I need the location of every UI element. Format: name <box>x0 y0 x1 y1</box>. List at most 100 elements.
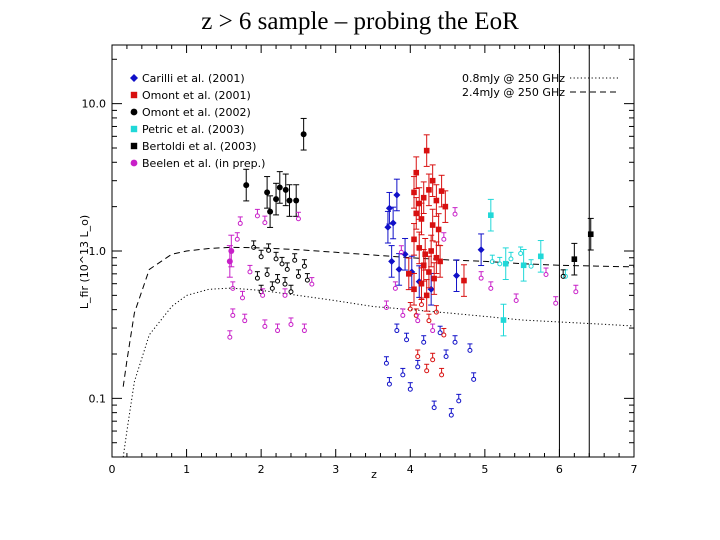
bertoldi-et-al-2003-detection-point <box>587 231 594 238</box>
omont-et-al-2001-legend-label: Omont et al. (2001) <box>142 89 251 102</box>
omont-et-al-2002-detection-point <box>267 208 274 215</box>
bertoldi-et-al-2003-legend-label: Bertoldi et al. (2003) <box>142 140 256 153</box>
carilli-et-al-2001-detection-point <box>389 219 397 227</box>
carilli-et-al-2001-detection-point <box>388 257 396 265</box>
x-axis: 0 1 2 3 4 5 6 7 <box>109 45 638 476</box>
petric-et-al-2003-upper-limit-point <box>518 251 524 256</box>
x-tick-label: 3 <box>332 463 339 476</box>
carilli-et-al-2001-detection-point <box>477 246 485 254</box>
omont-et-al-2001-upper-limit-point <box>439 372 445 378</box>
petric-et-al-2003-upper-limit-point <box>489 259 495 265</box>
beelen-et-al-in-prep-upper-limit-point <box>262 220 268 226</box>
omont-et-al-2001-upper-limit-point <box>433 309 439 315</box>
omont-et-al-2001-upper-limit-point <box>413 312 419 318</box>
limit-curve-0p8mjy <box>122 287 635 458</box>
carilli-et-al-2001-upper-limit-point <box>415 364 421 370</box>
limit-curve-2p4mjy <box>122 246 635 387</box>
beelen-et-al-in-prep-upper-limit-point <box>288 321 294 327</box>
beelen-et-al-in-prep-upper-limit-point <box>309 281 315 287</box>
y-tick-label: 10.0 <box>82 98 107 111</box>
omont-et-al-2002-upper-limit-point <box>266 247 272 253</box>
omont-et-al-2002-detection-point <box>276 184 283 191</box>
beelen-et-al-in-prep-upper-limit-point <box>383 305 389 311</box>
beelen-et-al-in-prep-upper-limit-point <box>240 295 245 301</box>
carilli-et-al-2001-upper-limit-point <box>448 412 454 418</box>
omont-et-al-2001-detection-point <box>438 188 445 194</box>
carilli-et-al-2001-upper-limit-point <box>467 347 473 353</box>
omont-et-al-2001-detection-point <box>420 262 427 269</box>
carilli-et-al-2001-upper-limit-point <box>400 372 406 378</box>
data-points <box>226 117 594 418</box>
omont-et-al-2002-detection-point <box>286 197 293 204</box>
carilli-et-al-2001-upper-limit-point <box>421 339 427 345</box>
beelen-et-al-in-prep-upper-limit-point <box>275 328 281 334</box>
carilli-et-al-2001-upper-limit-point <box>456 398 462 404</box>
carilli-et-al-2001-upper-limit-point <box>394 328 400 334</box>
omont-et-al-2002-upper-limit-point <box>264 272 270 278</box>
omont-et-al-2002-upper-limit-point <box>295 273 301 279</box>
carilli-et-al-2001-detection-point <box>393 191 401 199</box>
limit-curve-legend-label: 0.8mJy @ 250 GHz <box>462 72 565 85</box>
carilli-et-al-2001-detection-point <box>385 204 393 212</box>
omont-et-al-2001-upper-limit-point <box>424 368 430 374</box>
omont-et-al-2002-upper-limit-point <box>269 285 275 291</box>
beelen-et-al-in-prep-upper-limit-point <box>237 220 243 226</box>
omont-et-al-2001-detection-point <box>411 286 417 293</box>
beelen-et-al-in-prep-upper-limit-point <box>441 236 447 242</box>
petric-et-al-2003-detection-point <box>500 317 507 323</box>
omont-et-al-2001-detection-point <box>418 280 425 287</box>
petric-et-al-2003-detection-point <box>537 253 544 260</box>
omont-et-al-2001-detection-point <box>418 216 425 222</box>
omont-et-al-2002-upper-limit-point <box>304 277 310 283</box>
omont-et-al-2001-detection-point <box>411 236 417 243</box>
omont-et-al-2002-legend-label: Omont et al. (2002) <box>142 106 251 119</box>
beelen-et-al-in-prep-upper-limit-point <box>254 213 260 219</box>
petric-et-al-2003-upper-limit-point <box>562 273 568 279</box>
carilli-et-al-2001-upper-limit-point <box>471 376 477 382</box>
beelen-et-al-in-prep-upper-limit-point <box>478 275 484 281</box>
omont-et-al-2001-detection-point <box>429 177 436 184</box>
y-axis-title-group: L_fir (10^13 L_o) <box>78 215 91 309</box>
x-axis-title: z <box>371 468 377 481</box>
omont-et-al-2002-upper-limit-point <box>282 281 288 287</box>
beelen-et-al-in-prep-upper-limit-point <box>392 285 398 291</box>
carilli-et-al-2001-detection-point <box>384 223 392 231</box>
beelen-et-al-in-prep-upper-limit-point <box>262 323 268 329</box>
omont-et-al-2001-detection-point <box>416 245 423 251</box>
beelen-et-al-in-prep-upper-limit-point <box>242 318 248 324</box>
beelen-et-al-in-prep-upper-limit-point <box>230 285 236 291</box>
omont-et-al-2002-upper-limit-point <box>273 256 279 262</box>
omont-et-al-2002-upper-limit-point <box>301 263 307 269</box>
beelen-et-al-in-prep-upper-limit-point <box>543 272 549 278</box>
petric-et-al-2003-upper-limit-point <box>508 256 514 262</box>
petric-et-al-2003-legend-marker <box>130 125 138 133</box>
omont-et-al-2001-detection-point <box>431 275 437 282</box>
beelen-et-al-in-prep-upper-limit-point <box>282 292 288 298</box>
omont-et-al-2001-detection-point <box>429 222 436 228</box>
x-tick-label: 7 <box>631 463 638 476</box>
beelen-et-al-in-prep-upper-limit-point <box>295 216 301 222</box>
series-legend: Carilli et al. (2001) Omont et al. (2001)… <box>130 72 265 170</box>
omont-et-al-2001-detection-point <box>426 187 432 193</box>
petric-et-al-2003-detection-point <box>502 260 509 267</box>
beelen-et-al-in-prep-upper-limit-point <box>260 292 266 298</box>
beelen-et-al-in-prep-upper-limit-point <box>234 236 240 242</box>
omont-et-al-2001-detection-point <box>405 271 412 277</box>
omont-et-al-2001-detection-point <box>435 226 442 233</box>
omont-et-al-2002-upper-limit-point <box>251 244 257 250</box>
carilli-et-al-2001-legend-marker <box>130 74 138 82</box>
carilli-et-al-2001-upper-limit-point <box>404 337 410 343</box>
petric-et-al-2003-upper-limit-point <box>528 263 534 269</box>
x-tick-label: 5 <box>481 463 488 476</box>
omont-et-al-2001-detection-point <box>437 258 443 265</box>
bertoldi-et-al-2003-legend-marker <box>130 142 138 150</box>
beelen-et-al-in-prep-legend-label: Beelen et al. (in prep.) <box>142 157 265 170</box>
omont-et-al-2001-detection-point <box>422 251 428 258</box>
omont-et-al-2001-detection-point <box>426 269 432 275</box>
petric-et-al-2003-upper-limit-point <box>497 261 503 267</box>
omont-et-al-2001-detection-point <box>413 210 420 217</box>
carilli-et-al-2001-upper-limit-point <box>443 354 449 359</box>
omont-et-al-2001-detection-point <box>423 147 430 154</box>
carilli-et-al-2001-detection-point <box>395 265 403 273</box>
omont-et-al-2001-upper-limit-point <box>407 306 413 312</box>
